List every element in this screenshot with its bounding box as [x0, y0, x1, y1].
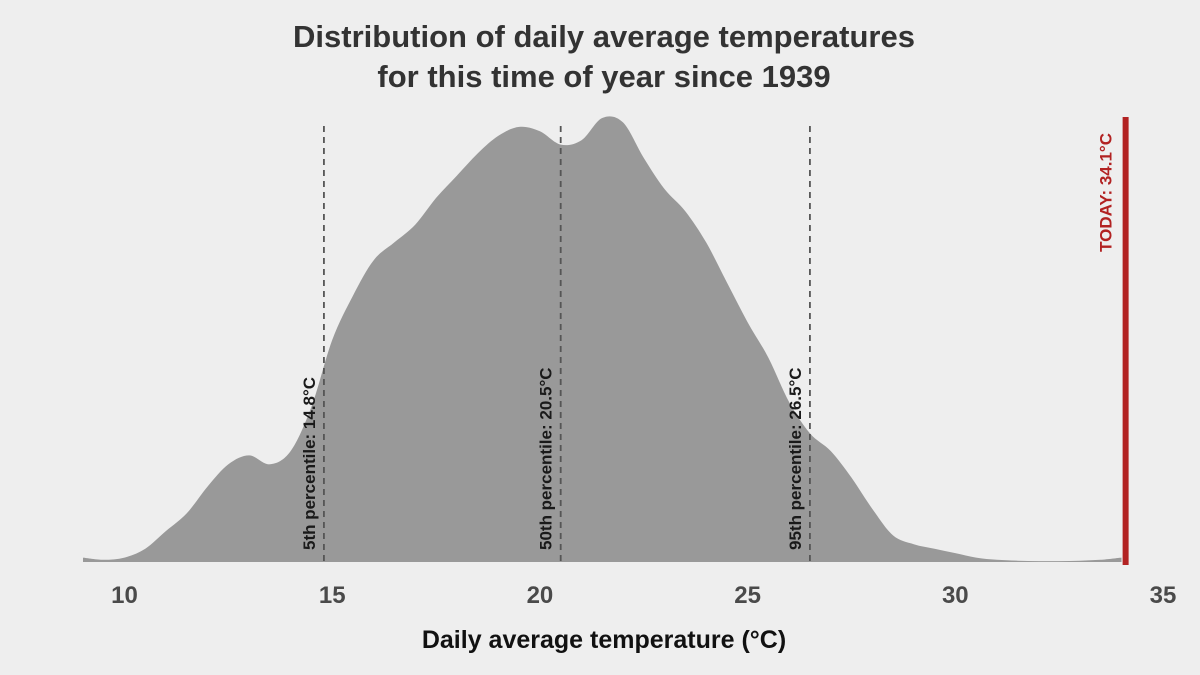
x-tick-label-0: 10	[111, 582, 138, 609]
percentile-label-1: 50th percentile: 20.5°C	[537, 367, 556, 550]
percentile-label-2: 95th percentile: 26.5°C	[786, 367, 805, 550]
percentile-label-0: 5th percentile: 14.8°C	[300, 377, 319, 550]
chart-title-line-1: Distribution of daily average temperatur…	[293, 19, 915, 54]
percentile-layer: 5th percentile: 14.8°C 50th percentile: 2…	[300, 126, 811, 562]
x-tick-label-2: 20	[527, 582, 554, 609]
chart-title-line-2: for this time of year since 1939	[377, 59, 830, 94]
x-tick-label-3: 25	[734, 582, 761, 609]
x-tick-label-5: 35	[1150, 582, 1177, 609]
x-tick-label-4: 30	[942, 582, 969, 609]
today-label: TODAY: 34.1°C	[1097, 133, 1116, 252]
x-axis-title: Daily average temperature (°C)	[422, 626, 786, 654]
density-area	[83, 116, 1122, 562]
x-tick-label-1: 15	[319, 582, 346, 609]
today-layer: TODAY: 34.1°C	[1097, 117, 1129, 565]
density-layer	[83, 116, 1122, 562]
x-axis: 10 15 20 25 30 35	[111, 582, 1176, 609]
